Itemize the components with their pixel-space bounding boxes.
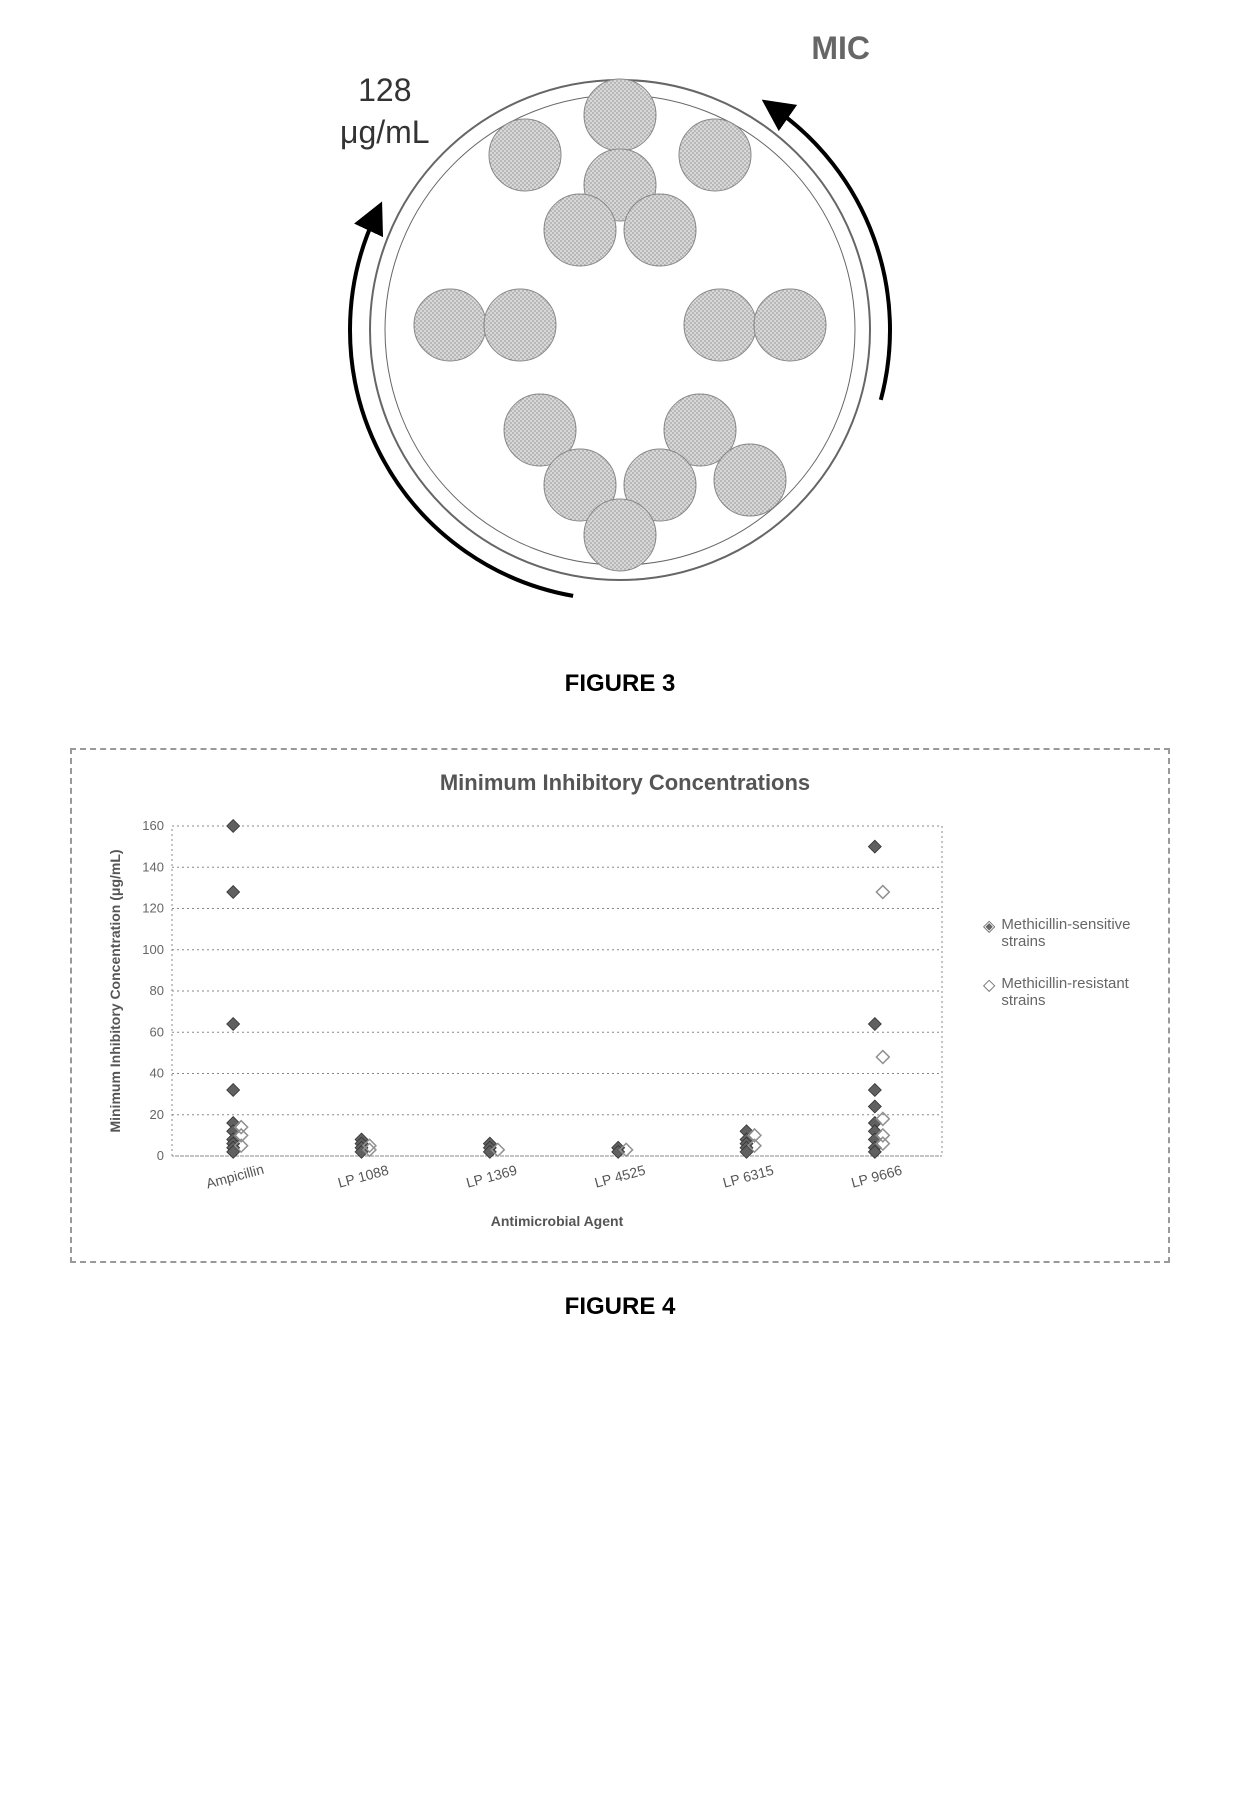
svg-text:LP 4525: LP 4525 [593, 1162, 647, 1191]
legend-label-1: Methicillin-sensitive strains [1001, 916, 1148, 950]
svg-text:Ampicillin: Ampicillin [204, 1161, 265, 1192]
plot-area: 0 20 40 60 80 100 120 140 160 Ampicillin LP 1088 LP… [102, 816, 968, 1241]
figure-4-caption: FIGURE 4 [20, 1293, 1220, 1321]
conc-value: 128 [358, 72, 411, 108]
figure-3-caption: FIGURE 3 [20, 670, 1220, 698]
chart-title: Minimum Inhibitory Concentrations [102, 770, 1148, 796]
svg-text:80: 80 [150, 983, 164, 998]
legend-item-sensitive: ◈ Methicillin-sensitive strains [983, 916, 1148, 950]
figure-4-chart-container: Minimum Inhibitory Concentrations 0 20 40 6… [70, 748, 1170, 1263]
svg-text:LP 6315: LP 6315 [721, 1162, 775, 1191]
svg-text:100: 100 [142, 942, 164, 957]
legend-label-2: Methicillin-resistant strains [1001, 975, 1148, 1009]
svg-text:Antimicrobial Agent: Antimicrobial Agent [491, 1213, 624, 1229]
conc-unit: μg/mL [340, 114, 430, 150]
legend-area: ◈ Methicillin-sensitive strains ◇ Methic… [968, 816, 1148, 1241]
svg-text:LP 9666: LP 9666 [849, 1162, 903, 1191]
mic-label: MIC [811, 30, 870, 67]
chart-body: 0 20 40 60 80 100 120 140 160 Ampicillin LP 1088 LP… [102, 816, 1148, 1241]
svg-text:120: 120 [142, 901, 164, 916]
svg-text:140: 140 [142, 859, 164, 874]
legend-item-resistant: ◇ Methicillin-resistant strains [983, 975, 1148, 1009]
chart-svg: 0 20 40 60 80 100 120 140 160 Ampicillin LP 1088 LP… [102, 816, 952, 1236]
svg-text:LP 1369: LP 1369 [464, 1162, 518, 1191]
svg-text:60: 60 [150, 1024, 164, 1039]
svg-text:Minimum Inhibitory Concentrati: Minimum Inhibitory Concentration (μg/mL) [107, 849, 123, 1132]
svg-text:20: 20 [150, 1107, 164, 1122]
svg-text:LP 1088: LP 1088 [336, 1162, 390, 1191]
legend-sym-2: ◇ [983, 975, 995, 995]
petri-dish-diagram: 128 μg/mL MIC [320, 20, 920, 640]
legend-sym-1: ◈ [983, 916, 995, 936]
figure-3-container: 128 μg/mL MIC FIGURE 3 [20, 20, 1220, 698]
svg-text:0: 0 [157, 1148, 164, 1163]
concentration-label: 128 μg/mL [340, 70, 430, 153]
svg-text:40: 40 [150, 1066, 164, 1081]
svg-text:160: 160 [142, 818, 164, 833]
